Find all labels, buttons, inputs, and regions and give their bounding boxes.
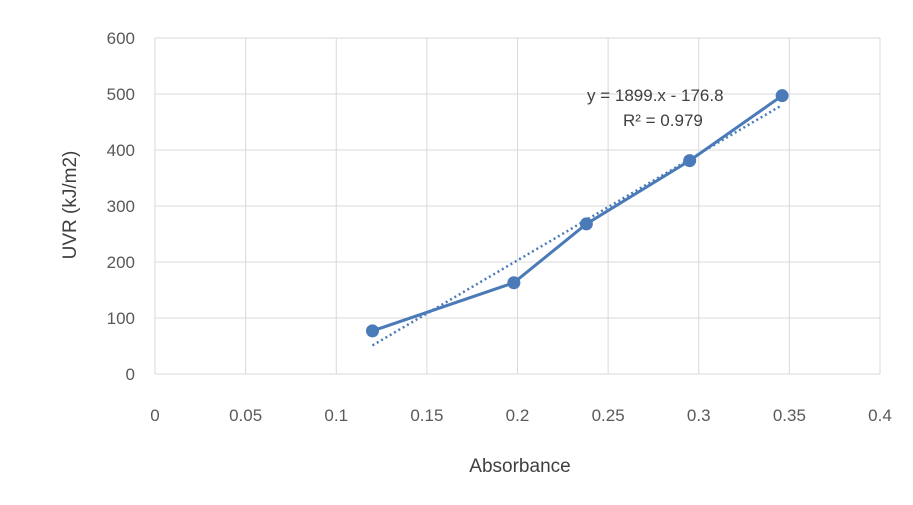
r-squared-label: R² = 0.979: [623, 111, 703, 130]
x-tick-label: 0.05: [229, 406, 262, 425]
series-layer: [372, 94, 783, 333]
data-point: [775, 89, 789, 103]
x-tick-label: 0.1: [324, 406, 348, 425]
x-axis-title: Absorbance: [469, 456, 570, 477]
y-tick-label: 100: [107, 309, 135, 328]
y-tick-label: 200: [107, 253, 135, 272]
y-tick-label: 600: [107, 29, 135, 48]
x-tick-label: 0.2: [506, 406, 530, 425]
x-tick-label: 0.35: [773, 406, 806, 425]
data-point: [507, 276, 521, 290]
series-line: [372, 94, 783, 333]
marker-layer: [366, 89, 789, 338]
y-tick-label: 400: [107, 141, 135, 160]
y-tick-label: 500: [107, 85, 135, 104]
data-point: [683, 154, 697, 168]
trendline-equation: y = 1899.x - 176.8: [587, 86, 724, 105]
axes: [154, 38, 880, 375]
tick-labels: 0 0.05 0.1 0.15 0.2 0.25 0.3 0.35 0.4 0 100 200 300 4…: [107, 29, 892, 425]
data-point: [579, 217, 593, 231]
x-tick-label: 0: [150, 406, 159, 425]
x-tick-label: 0.25: [592, 406, 625, 425]
data-point: [366, 324, 379, 338]
y-tick-label: 300: [107, 197, 135, 216]
x-tick-label: 0.15: [410, 406, 443, 425]
grid: [155, 37, 881, 374]
y-tick-label: 0: [126, 365, 135, 384]
y-axis-title: UVR (kJ/m2): [60, 151, 81, 260]
x-tick-label: 0.4: [868, 406, 892, 425]
x-tick-label: 0.3: [687, 406, 711, 425]
